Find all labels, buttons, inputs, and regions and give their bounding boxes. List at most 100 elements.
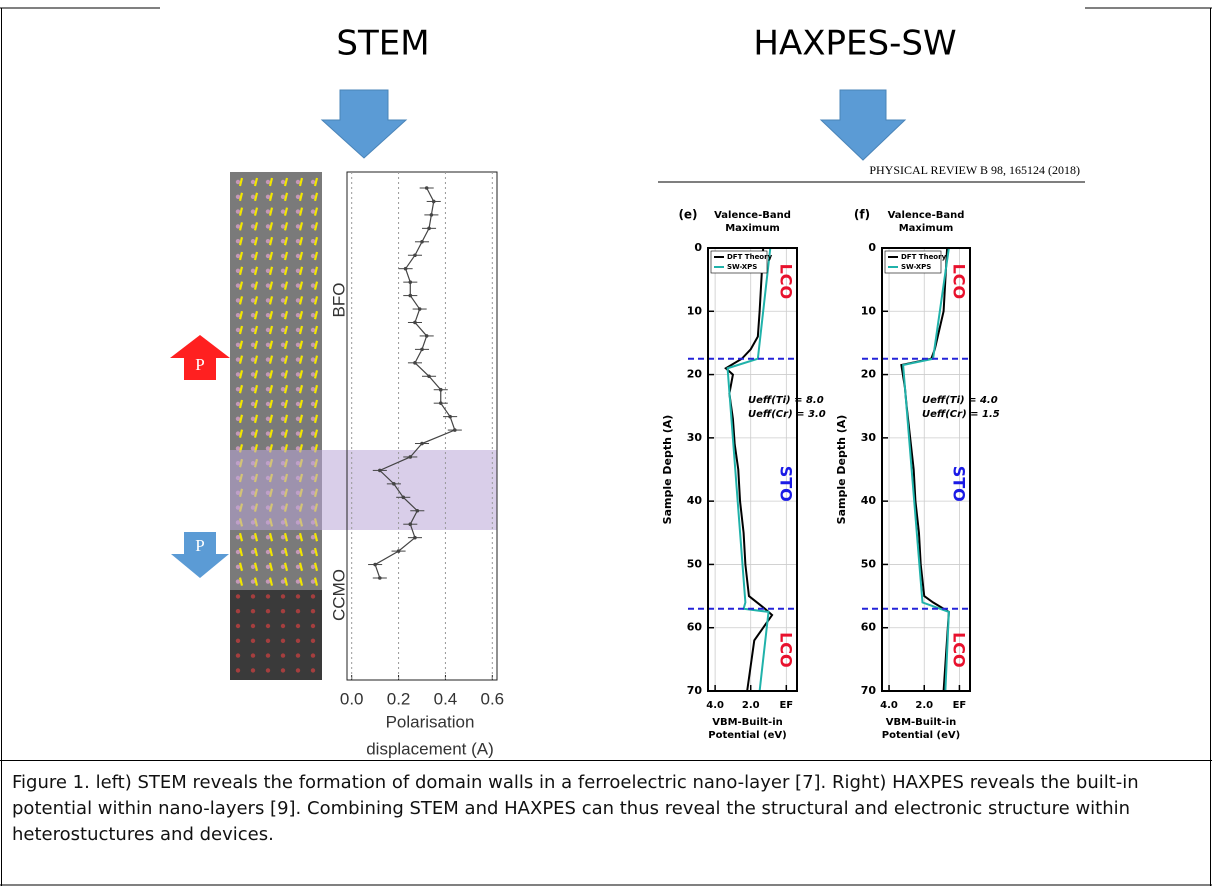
data-point: [408, 455, 412, 459]
atom: [266, 594, 270, 598]
y-tick-label: 30: [687, 431, 703, 444]
series-line: [901, 248, 949, 691]
arrow-label: P: [195, 355, 204, 374]
data-point: [427, 227, 431, 231]
x-tick-label: EF: [779, 700, 793, 711]
y-tick-label: 40: [861, 494, 877, 507]
atom: [281, 668, 285, 672]
data-point: [373, 563, 377, 567]
data-point: [439, 401, 443, 405]
atom: [296, 624, 300, 628]
atom: [251, 624, 255, 628]
big-arrow: [322, 90, 406, 158]
series-line: [728, 248, 771, 691]
data-point: [418, 307, 422, 311]
atom: [236, 639, 240, 643]
data-point: [420, 348, 424, 352]
x-axis-label: displacement (A): [366, 739, 494, 758]
data-point: [413, 321, 417, 325]
atom: [236, 624, 240, 628]
atom: [296, 653, 300, 657]
atom: [311, 624, 315, 628]
x-tick-label: 2.0: [742, 700, 760, 711]
x-axis-label: Polarisation: [386, 712, 475, 731]
atom: [296, 594, 300, 598]
legend-label: DFT Theory: [901, 253, 947, 261]
page: STEM HAXPES-SW P P PHYSICAL REVIEW B 98,…: [0, 0, 1212, 886]
stem-title: STEM: [336, 24, 429, 64]
x-tick-label: 0.6: [480, 689, 504, 708]
atom: [266, 639, 270, 643]
annotation: Ueff(Cr) = 3.0: [748, 409, 826, 420]
y-tick-label: 60: [687, 621, 703, 634]
y-tick-label: 60: [861, 621, 877, 634]
y-tick-label: 30: [861, 431, 877, 444]
y-tick-label: 70: [861, 684, 877, 697]
region-label: STO: [777, 466, 796, 502]
atom: [251, 668, 255, 672]
annotation: Ueff(Ti) = 4.0: [922, 395, 998, 406]
data-point: [408, 280, 412, 284]
data-point: [413, 536, 417, 540]
y-tick-label: 10: [687, 304, 703, 317]
panel-title: Valence-Band: [888, 210, 965, 221]
data-point: [432, 200, 436, 204]
x-axis-label: VBM-Built-in: [712, 717, 783, 728]
data-point: [453, 428, 457, 432]
plot-frame: [347, 172, 497, 680]
data-point: [378, 576, 382, 580]
x-tick-label: 0.0: [340, 689, 364, 708]
panel-title: Maximum: [725, 223, 780, 234]
legend-label: SW-XPS: [901, 263, 931, 271]
data-point: [448, 415, 452, 419]
legend-label: DFT Theory: [727, 253, 773, 261]
atom: [251, 639, 255, 643]
y-axis-label: Sample Depth (A): [835, 415, 848, 525]
atom: [266, 668, 270, 672]
annotation: Ueff(Ti) = 8.0: [748, 395, 824, 406]
x-tick-label: EF: [953, 700, 967, 711]
panel-label: (f): [854, 208, 870, 222]
data-point: [404, 267, 408, 271]
y-tick-label: 40: [687, 494, 703, 507]
atom: [236, 668, 240, 672]
y-tick-label: 70: [687, 684, 703, 697]
atom: [266, 609, 270, 613]
atom: [296, 609, 300, 613]
atom: [251, 594, 255, 598]
stem-image-dark: [230, 590, 322, 680]
x-axis-label: Potential (eV): [708, 730, 786, 741]
data-point: [416, 509, 420, 513]
region-label: LCO: [950, 632, 969, 668]
atom: [311, 594, 315, 598]
x-tick-label: 4.0: [706, 700, 724, 711]
annotation: Ueff(Cr) = 1.5: [922, 409, 1000, 420]
data-point: [392, 482, 396, 486]
x-tick-label: 4.0: [880, 700, 898, 711]
atom: [281, 639, 285, 643]
atom: [281, 609, 285, 613]
data-point: [420, 240, 424, 244]
panel-title: Maximum: [899, 223, 954, 234]
data-point: [427, 374, 431, 378]
atom: [236, 653, 240, 657]
x-tick-label: 2.0: [915, 700, 933, 711]
atom: [236, 594, 240, 598]
x-axis-label: VBM-Built-in: [886, 717, 957, 728]
atom: [266, 653, 270, 657]
data-point: [420, 442, 424, 446]
y-tick-label: 10: [861, 304, 877, 317]
journal-header: PHYSICAL REVIEW B 98, 165124 (2018): [869, 163, 1080, 177]
region-label: LCO: [950, 264, 969, 300]
panel-title: Valence-Band: [714, 210, 791, 221]
x-tick-label: 0.4: [434, 689, 458, 708]
arrow-label: P: [195, 536, 204, 555]
y-tick-label: 20: [861, 368, 877, 381]
layer-label: CCMO: [329, 569, 348, 621]
data-point: [401, 496, 405, 500]
data-point: [378, 469, 382, 473]
region-label: STO: [950, 466, 969, 502]
y-tick-label: 0: [694, 241, 702, 254]
atom: [296, 668, 300, 672]
y-tick-label: 50: [861, 557, 877, 570]
